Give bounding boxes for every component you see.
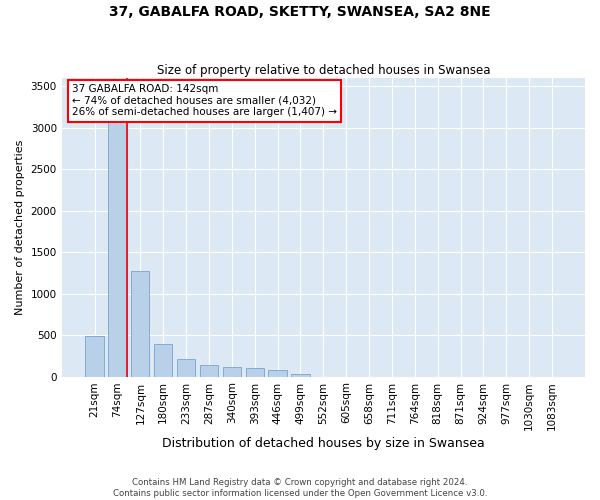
Bar xyxy=(245,368,264,376)
Text: Contains HM Land Registry data © Crown copyright and database right 2024.
Contai: Contains HM Land Registry data © Crown c… xyxy=(113,478,487,498)
X-axis label: Distribution of detached houses by size in Swansea: Distribution of detached houses by size … xyxy=(162,437,485,450)
Bar xyxy=(109,110,127,376)
Bar xyxy=(131,272,149,376)
Bar xyxy=(85,336,104,376)
Y-axis label: Number of detached properties: Number of detached properties xyxy=(15,140,25,315)
Bar xyxy=(177,359,195,376)
Bar xyxy=(154,344,172,376)
Bar xyxy=(292,374,310,376)
Bar xyxy=(223,366,241,376)
Bar xyxy=(200,364,218,376)
Title: Size of property relative to detached houses in Swansea: Size of property relative to detached ho… xyxy=(157,64,490,77)
Bar xyxy=(268,370,287,376)
Text: 37 GABALFA ROAD: 142sqm
← 74% of detached houses are smaller (4,032)
26% of semi: 37 GABALFA ROAD: 142sqm ← 74% of detache… xyxy=(72,84,337,117)
Text: 37, GABALFA ROAD, SKETTY, SWANSEA, SA2 8NE: 37, GABALFA ROAD, SKETTY, SWANSEA, SA2 8… xyxy=(109,5,491,19)
